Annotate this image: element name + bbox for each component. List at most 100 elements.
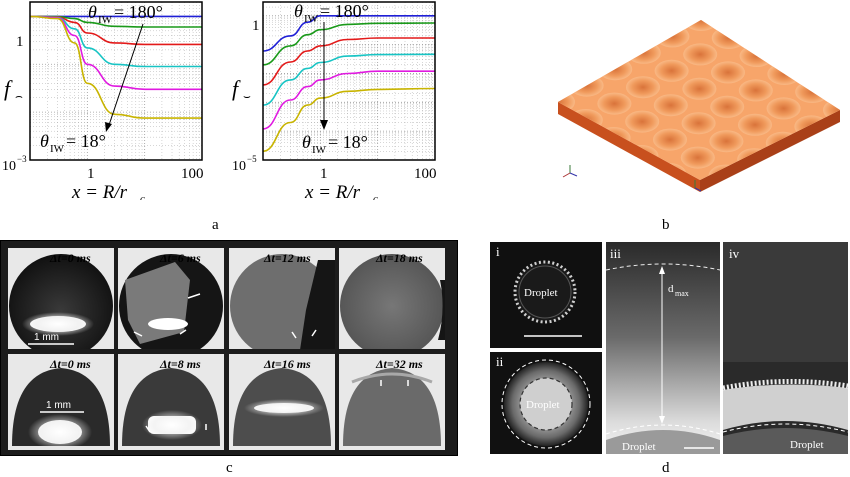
frame-bottom-4 xyxy=(343,368,441,446)
scale-label-bottom: 1 mm xyxy=(46,400,71,411)
chart-left-annot-top-theta: θ xyxy=(88,2,97,22)
chart-right-annot-top-sub: IW xyxy=(304,13,319,25)
frame-bottom-2 xyxy=(122,368,220,446)
surface-dimple xyxy=(655,25,690,48)
chart-left-xtick-1: 1 xyxy=(87,166,95,182)
surface-dimple xyxy=(626,41,661,64)
textured-surface xyxy=(558,20,840,192)
series-line-4 xyxy=(262,53,436,106)
scale-label-top: 1 mm xyxy=(34,332,59,343)
panel-label-d: d xyxy=(662,460,670,476)
frame-label-bottom-1: Δt=0 ms xyxy=(49,357,91,371)
frame-label-top-4: Δt=18 ms xyxy=(375,251,423,265)
surface-dimple xyxy=(654,59,689,82)
frame-label-bottom-2: Δt=8 ms xyxy=(159,357,201,371)
surface-dimple xyxy=(680,146,715,169)
droplet-label-i: Droplet xyxy=(524,287,558,299)
surface-dimple xyxy=(683,43,718,66)
frame-label-top-2: Δt=6 ms xyxy=(159,251,201,265)
chart-left-ylabel-sub: ⌢ xyxy=(15,89,23,103)
chart-left-ylabel: f xyxy=(4,76,13,101)
chart-left-arrow xyxy=(107,23,144,129)
surface-side-right xyxy=(700,110,840,192)
chart-right-xlabel: x = R/r xyxy=(304,182,361,200)
chart-left-xlabel-sub: c xyxy=(140,193,145,200)
series-line-6 xyxy=(262,87,436,153)
chart-right-arrowhead xyxy=(320,120,328,130)
chart-left-frame xyxy=(29,1,203,161)
surface-dimple xyxy=(653,94,688,117)
micrograph-iii xyxy=(606,242,720,454)
chart-right-ylabel-sub: ⌣ xyxy=(243,89,251,103)
chart-right-xlabel-sub: c xyxy=(373,193,378,200)
sub-label-ii: ii xyxy=(496,354,504,369)
series-line-6 xyxy=(29,15,202,119)
frame-label-bottom-4: Δt=32 ms xyxy=(375,357,423,371)
chart-left-annot-bot-theta: θ xyxy=(40,131,49,151)
surface-dimple xyxy=(738,113,772,136)
frame-bottom-3 xyxy=(233,368,331,446)
surface-dimple xyxy=(681,112,716,135)
surface-dimple xyxy=(795,81,830,103)
axis-triad-left xyxy=(562,165,578,178)
chart-left-ytick-top: 1 xyxy=(16,34,24,50)
chart-right: f ⌣ 1 10 −5 1 100 x = R/r c θ IW = 180° … xyxy=(232,1,437,200)
chart-left-ytick-bottom-exp: −3 xyxy=(17,154,27,164)
chart-right-series xyxy=(262,15,436,153)
frame-top-4 xyxy=(340,254,445,349)
chart-right-annot-bot-value: = 18° xyxy=(328,132,368,152)
frame-labels-top: Δt=0 ms Δt=6 ms Δt=12 ms Δt=18 ms xyxy=(49,251,423,265)
dmax-label-sub: max xyxy=(675,289,689,298)
chart-left-grid xyxy=(29,1,202,161)
frame-label-top-1: Δt=0 ms xyxy=(49,251,91,265)
chart-right-annot-top-theta: θ xyxy=(294,1,303,21)
surface-dimple xyxy=(739,45,774,67)
chart-left-annot-bot-sub: IW xyxy=(50,143,65,155)
frame-label-bottom-3: Δt=16 ms xyxy=(263,357,311,371)
chart-left-xtick-100: 100 xyxy=(181,166,204,182)
series-line-3 xyxy=(262,37,435,86)
chart-right-annot-top-value: = 180° xyxy=(320,1,369,21)
surface-dimple xyxy=(711,27,746,49)
frame-top-3 xyxy=(230,254,335,349)
chart-right-xtick-100: 100 xyxy=(414,166,437,182)
surface-dimple xyxy=(598,58,633,81)
surface-dimple xyxy=(569,74,604,97)
panel-label-a: a xyxy=(212,217,219,233)
surface-dimple xyxy=(682,77,717,100)
series-line-2 xyxy=(262,22,436,66)
sub-label-iii: iii xyxy=(610,246,621,261)
frame-top-1 xyxy=(9,254,113,349)
series-line-1 xyxy=(262,15,435,52)
sub-label-i: i xyxy=(496,244,500,259)
surface-dimple xyxy=(711,61,745,84)
chart-right-xtick-1: 1 xyxy=(320,166,328,182)
panel-label-c: c xyxy=(226,460,233,476)
surface-dimple xyxy=(709,130,744,153)
surface-dimple xyxy=(767,63,802,85)
chart-left-annot-bot-value: = 18° xyxy=(66,131,106,151)
chart-right-ytick-top: 1 xyxy=(252,18,260,34)
chart-left-series xyxy=(29,15,202,119)
chart-right-annot-bot-sub: IW xyxy=(312,144,327,156)
chart-left-annot-top-value: = 180° xyxy=(114,2,163,22)
series-line-5 xyxy=(262,70,435,130)
surface-dimple xyxy=(710,95,745,118)
panel-d-micrographs: i ii iii iv Droplet Droplet Droplet Drop… xyxy=(490,242,848,454)
frame-label-top-3: Δt=12 ms xyxy=(263,251,311,265)
series-line-4 xyxy=(29,15,202,68)
frame-bottom-1 xyxy=(12,368,110,450)
surface-side-left xyxy=(558,102,700,192)
surface-dimple xyxy=(684,20,718,31)
surface-dimple xyxy=(625,110,660,133)
chart-left: f ⌢ 1 10 −3 1 100 x = R/r c θ IW = 180° … xyxy=(2,1,204,200)
chart-left-annot-top-sub: IW xyxy=(98,14,113,26)
droplet-label-iii: Droplet xyxy=(622,441,656,453)
chart-right-annot-bot-theta: θ xyxy=(302,132,311,152)
surface-dimple xyxy=(597,92,632,115)
surface-dimple xyxy=(653,128,687,151)
axis-triad-right xyxy=(694,180,702,192)
surface-dimple xyxy=(738,79,773,102)
micrograph-iv xyxy=(723,242,848,454)
chart-left-ytick-bottom: 10 xyxy=(2,159,16,174)
